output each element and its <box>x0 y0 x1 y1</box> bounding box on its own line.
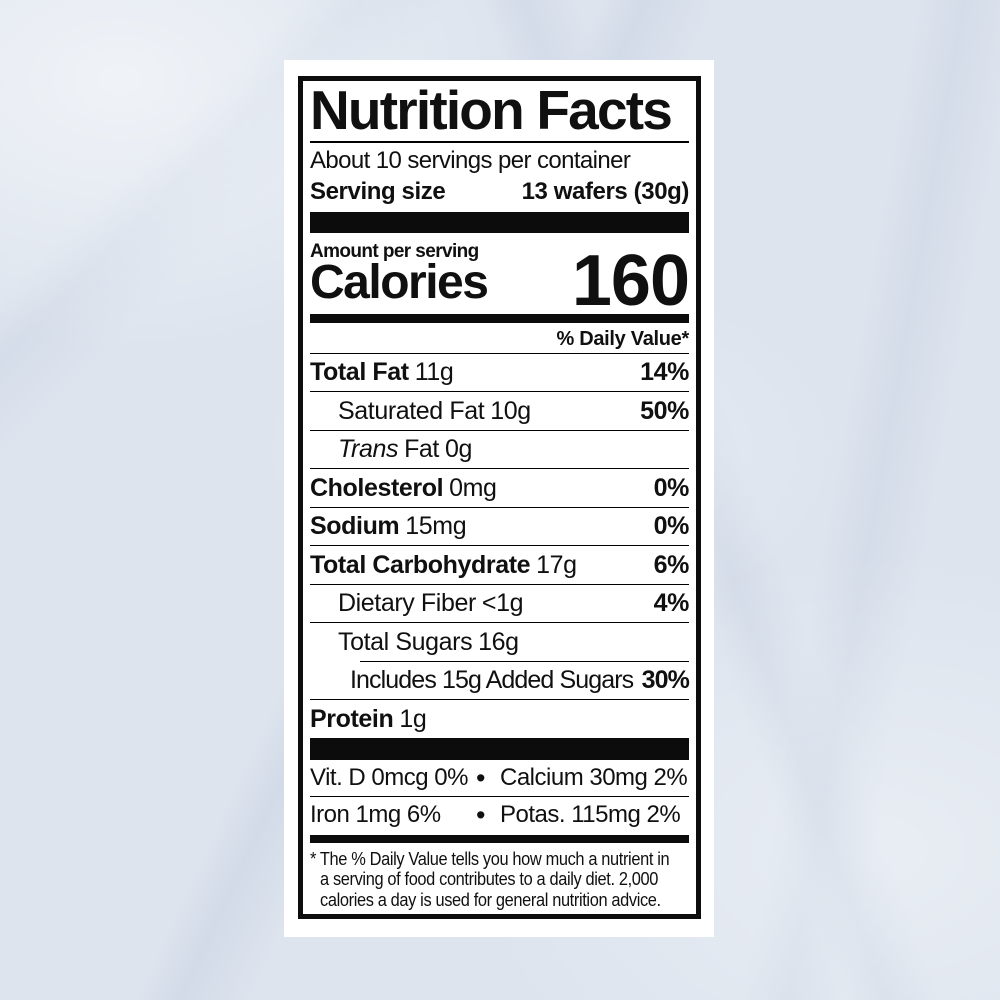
footnote-line: * The % Daily Value tells you how much a… <box>310 848 670 869</box>
nutrient-amount: 1g <box>399 704 427 733</box>
row-divider <box>310 699 689 701</box>
nutrient-name: Protein <box>310 704 394 733</box>
nutrient-row-protein: Protein 1g <box>310 700 689 738</box>
nutrient-dv: 14% <box>640 358 689 387</box>
row-divider-indented <box>360 660 689 662</box>
nutrient-amount: 17g <box>536 550 577 579</box>
medium-separator-bar <box>310 313 689 323</box>
nutrient-row-total-sugars: Total Sugars 16g <box>310 623 689 661</box>
nutrient-name: Total Sugars <box>338 627 473 656</box>
row-divider <box>310 545 689 547</box>
nutrient-name-italic: Trans <box>338 435 399 464</box>
daily-value-header: % Daily Value* <box>310 325 689 354</box>
nutrient-row-trans-fat: Trans Fat 0g <box>310 431 689 469</box>
micronutrient-right: Potas. 115mg 2% <box>500 800 681 828</box>
nutrition-label-card: Nutrition Facts About 10 servings per co… <box>284 60 714 937</box>
nutrient-row-saturated-fat: Saturated Fat 10g 50% <box>310 392 689 430</box>
row-divider <box>310 506 689 508</box>
micronutrient-left: Vit. D 0mcg 0% <box>310 763 468 791</box>
row-divider <box>310 468 689 470</box>
daily-value-footnote: * The % Daily Value tells you how much a… <box>310 848 670 911</box>
nutrient-amount: <1g <box>481 589 524 618</box>
calories-row: Calories 160 <box>310 240 690 321</box>
nutrient-name: Includes 15g Added Sugars <box>350 666 634 695</box>
nutrient-name: Fat <box>404 435 439 464</box>
bullet-separator: • <box>476 762 485 793</box>
calories-value: 160 <box>571 240 690 321</box>
nutrient-dv: 6% <box>653 550 690 579</box>
row-divider <box>310 583 689 585</box>
nutrient-amount: 15mg <box>405 512 467 541</box>
servings-per-container: About 10 servings per container <box>310 146 631 174</box>
serving-size-row: Serving size 13 wafers (30g) <box>310 176 689 207</box>
nutrient-amount: 0mg <box>449 473 497 502</box>
nutrient-row-dietary-fiber: Dietary Fiber <1g 4% <box>310 585 689 623</box>
bullet-separator: • <box>476 799 485 830</box>
footnote-line: calories a day is used for general nutri… <box>320 889 661 910</box>
nutrient-dv: 4% <box>653 589 690 618</box>
nutrient-dv: 0% <box>653 473 690 502</box>
nutrient-row-total-fat: Total Fat 11g 14% <box>310 354 689 392</box>
nutrient-name: Cholesterol <box>310 473 444 502</box>
micronutrient-row-vitd-calcium: Vit. D 0mcg 0% • Calcium 30mg 2% <box>310 760 689 796</box>
label-title: Nutrition Facts <box>310 83 689 143</box>
nutrient-name: Total Fat <box>310 358 409 387</box>
nutrient-amount: 11g <box>414 358 454 387</box>
label-border: Nutrition Facts About 10 servings per co… <box>298 76 701 919</box>
nutrient-amount: 16g <box>478 627 519 656</box>
micronutrient-row-iron-potassium: Iron 1mg 6% • Potas. 115mg 2% <box>310 797 689 833</box>
nutrient-name: Sodium <box>310 512 400 541</box>
small-separator-bar <box>310 834 689 843</box>
nutrient-dv: 0% <box>653 512 690 541</box>
nutrient-name: Dietary Fiber <box>338 589 476 618</box>
amount-per-serving-label: Amount per serving <box>310 240 479 262</box>
footnote-line: a serving of food contributes to a daily… <box>320 869 659 890</box>
calories-label: Calories <box>310 255 489 309</box>
nutrient-amount: 0g <box>444 435 472 464</box>
thick-separator-bar <box>310 211 689 233</box>
nutrient-row-sodium: Sodium 15mg 0% <box>310 508 689 546</box>
nutrient-row-added-sugars: Includes 15g Added Sugars 30% <box>310 662 690 700</box>
nutrient-row-cholesterol: Cholesterol 0mg 0% <box>310 469 689 507</box>
serving-size-value: 13 wafers (30g) <box>521 177 690 205</box>
thick-separator-bar <box>310 737 689 760</box>
row-divider <box>310 622 689 624</box>
nutrient-row-total-carbohydrate: Total Carbohydrate 17g 6% <box>310 546 689 584</box>
nutrient-amount: 10g <box>490 396 531 425</box>
row-divider <box>310 429 689 431</box>
micronutrient-left: Iron 1mg 6% <box>310 800 441 828</box>
serving-size-label: Serving size <box>310 177 446 205</box>
row-divider <box>310 391 689 393</box>
nutrient-dv: 30% <box>641 666 690 695</box>
micronutrient-right: Calcium 30mg 2% <box>500 763 688 791</box>
nutrient-name: Saturated Fat <box>338 396 485 425</box>
nutrient-name: Total Carbohydrate <box>310 550 531 579</box>
nutrient-dv: 50% <box>640 396 689 425</box>
row-divider <box>310 795 689 797</box>
